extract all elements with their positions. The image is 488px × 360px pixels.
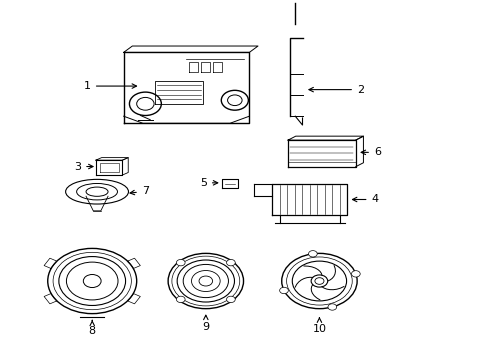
Circle shape	[83, 274, 101, 288]
Circle shape	[308, 251, 317, 257]
Circle shape	[221, 90, 248, 110]
Circle shape	[327, 304, 336, 310]
Circle shape	[183, 265, 228, 298]
Circle shape	[66, 262, 118, 300]
Circle shape	[226, 296, 235, 303]
Circle shape	[199, 276, 212, 286]
Circle shape	[227, 95, 242, 105]
Circle shape	[177, 260, 234, 302]
Text: 1: 1	[84, 81, 136, 91]
Text: 4: 4	[352, 194, 378, 204]
Ellipse shape	[86, 187, 108, 196]
Circle shape	[286, 257, 351, 305]
Circle shape	[226, 260, 235, 266]
Circle shape	[310, 275, 327, 287]
Circle shape	[168, 253, 243, 309]
Text: 9: 9	[202, 315, 209, 332]
Circle shape	[191, 270, 220, 292]
Circle shape	[48, 248, 137, 314]
Text: 7: 7	[130, 186, 149, 196]
Circle shape	[172, 256, 239, 306]
Circle shape	[281, 253, 356, 309]
Text: 3: 3	[74, 162, 93, 171]
Ellipse shape	[65, 179, 128, 204]
Text: 6: 6	[361, 147, 380, 157]
Circle shape	[137, 98, 154, 110]
Circle shape	[351, 271, 360, 277]
Circle shape	[129, 92, 161, 116]
Ellipse shape	[77, 184, 117, 200]
Circle shape	[314, 278, 323, 284]
Circle shape	[279, 287, 288, 294]
Circle shape	[292, 261, 346, 301]
Text: 8: 8	[88, 320, 96, 336]
Circle shape	[176, 260, 185, 266]
Circle shape	[59, 257, 125, 306]
Text: 10: 10	[312, 318, 326, 334]
Circle shape	[53, 252, 131, 310]
Text: 2: 2	[308, 85, 364, 95]
Text: 5: 5	[200, 178, 217, 188]
Circle shape	[176, 296, 185, 303]
